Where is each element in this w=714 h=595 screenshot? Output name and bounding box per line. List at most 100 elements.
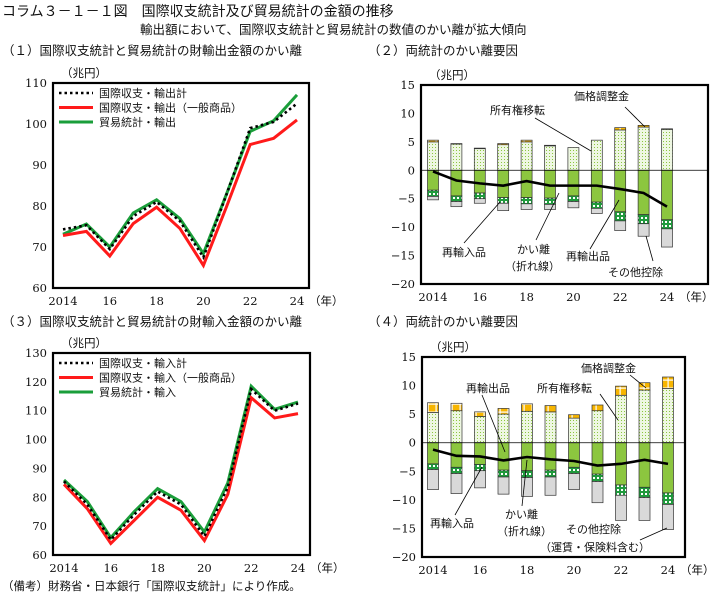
bar-再輸入品-2022 [614, 211, 627, 222]
bar-価格調整金-2018 [521, 403, 533, 412]
bar-再輸入品-2017 [497, 469, 510, 478]
y-tick-label: 10 [401, 379, 416, 393]
legend-label: 貿易統計・輸入 [99, 385, 176, 399]
legend-label: 国際収支・輸入計 [99, 356, 187, 370]
x-tick-label: 2014 [418, 290, 447, 304]
bar-価格調整金-2020 [568, 414, 580, 419]
y-tick-label: 100 [25, 433, 47, 447]
y-tick-label: 80 [32, 199, 47, 213]
y-axis-unit: （兆円） [430, 340, 476, 354]
bar-再輸出品-2016 [474, 442, 486, 465]
bar-所有権移転-2016 [474, 416, 486, 444]
figure-title: コラム３－１－１図 国際収支統計及び貿易統計の金額の推移 [2, 4, 394, 20]
y-tick-label: 90 [32, 158, 47, 172]
y-tick-label: 60 [32, 548, 47, 562]
y-tick-label: 130 [25, 346, 47, 360]
series-line-国際収支・輸出計 [62, 102, 298, 261]
plot-frame [420, 355, 687, 559]
bar-再輸出品-2021 [591, 442, 604, 475]
panel4-annotations [454, 374, 668, 541]
y-tick-label: 0 [408, 163, 415, 177]
source-note: （備考）財務省・日本銀行「国際収支統計」により作成。 [2, 579, 301, 593]
y-tick-label: 100 [25, 117, 47, 131]
y-tick-label: 5 [408, 135, 415, 149]
bar-その他控除（運賃・保険料含む）-2016 [474, 470, 486, 489]
bar-再輸入品-2015 [450, 195, 463, 202]
x-tick-label: 24 [660, 290, 675, 304]
bar-再輸入品-2020 [567, 195, 580, 202]
legend-label: 国際収支・輸出計 [99, 86, 187, 100]
plot-frame [51, 81, 311, 290]
bar-再輸入品-2015 [450, 466, 463, 474]
x-tick-label: 24 [290, 294, 305, 308]
bar-価格調整金-2024 [661, 128, 673, 130]
y-tick-label: 80 [32, 490, 47, 504]
bar-所有権移転-2018 [521, 410, 533, 444]
panel2-annotations [463, 106, 654, 262]
label-gap-line: （折れ線） [505, 259, 560, 273]
bar-その他控除-2019 [544, 204, 556, 210]
x-tick-label: 2014 [418, 563, 447, 577]
bar-再輸出品-2020 [568, 442, 580, 468]
bar-その他控除-2020 [567, 201, 580, 209]
figure-subtitle: 輸出額において、国際収支統計と貿易統計の数値のかい離が拡大傾向 [140, 22, 527, 37]
bar-価格調整金-2014 [427, 402, 439, 413]
bar-再輸入品-2016 [473, 192, 486, 200]
label-price-adjust: 価格調整金 [574, 89, 629, 103]
legend-label: 国際収支・輸出（一般商品） [99, 101, 242, 115]
y-axis-unit: （兆円） [429, 68, 475, 82]
chart-import-lines: 60 70 80 90 100 110 120 130 2014 16 18 20 22 24 （年） （兆円… [25, 336, 344, 575]
y-axis-unit: （兆円） [61, 336, 107, 350]
label4-gap: かい離 [505, 507, 538, 521]
x-axis-unit: （年） [680, 563, 714, 577]
x-tick-label: 22 [613, 290, 628, 304]
x-axis-unit: （年） [310, 561, 345, 575]
bar-再輸出品-2023 [638, 442, 651, 488]
bar-再輸出品-2022 [614, 169, 627, 213]
bar-再輸出品-2019 [544, 442, 557, 471]
gap-line [432, 170, 668, 208]
bar-その他控除-2021 [590, 208, 603, 214]
bar-価格調整金-2021 [591, 404, 604, 412]
x-tick-label: 18 [520, 563, 535, 577]
bar-再輸入品-2020 [568, 466, 580, 474]
x-tick-label: 20 [197, 561, 212, 575]
bar-所有権移転-2024 [662, 388, 674, 444]
panel2-title: （２）両統計のかい離要因 [368, 43, 518, 58]
y-tick-label: −15 [392, 521, 416, 535]
bar-所有権移転-2020 [567, 147, 580, 171]
panel4-title: （４）両統計のかい離要因 [368, 314, 518, 329]
plot-frame [419, 83, 710, 286]
legend-label: 国際収支・輸入（一般商品） [99, 371, 242, 385]
bar-再輸入品-2023 [637, 214, 650, 225]
bar-再輸入品-2022 [615, 484, 627, 496]
y-tick-label: 110 [25, 76, 47, 90]
bar-所有権移転-2017 [497, 144, 510, 171]
bar-価格調整金-2016 [473, 147, 486, 150]
bar-所有権移転-2019 [544, 411, 557, 444]
label4-reimport: 再輸入品 [430, 516, 474, 530]
x-tick-label: 18 [519, 290, 534, 304]
bar-再輸入品-2014 [427, 463, 439, 470]
bar-価格調整金-2017 [497, 143, 510, 146]
y-tick-label: 110 [25, 404, 47, 418]
bar-再輸出品-2014 [427, 442, 439, 465]
y-tick-label: −20 [392, 550, 416, 564]
bar-価格調整金-2022 [615, 385, 627, 396]
bar-その他控除-2014 [427, 196, 439, 201]
bar-その他控除-2024 [661, 228, 673, 248]
label4-other: その他控除 [566, 522, 621, 536]
bar-所有権移転-2023 [637, 126, 650, 171]
bar-その他控除（運賃・保険料含む）-2014 [427, 469, 439, 490]
bar-再輸入品-2021 [590, 201, 603, 209]
bar-再輸入品-2014 [427, 189, 439, 197]
bar-所有権移転-2016 [473, 148, 486, 171]
x-tick-label: 2014 [48, 294, 77, 308]
bar-再輸出品-2015 [450, 169, 463, 197]
bar-その他控除（運賃・保険料含む）-2017 [497, 476, 510, 495]
label4-other-freight: （運賃・保険料含む） [540, 540, 650, 554]
bar-再輸出品-2020 [567, 169, 580, 197]
x-tick-label: 22 [614, 563, 629, 577]
bar-所有権移転-2015 [450, 143, 463, 171]
